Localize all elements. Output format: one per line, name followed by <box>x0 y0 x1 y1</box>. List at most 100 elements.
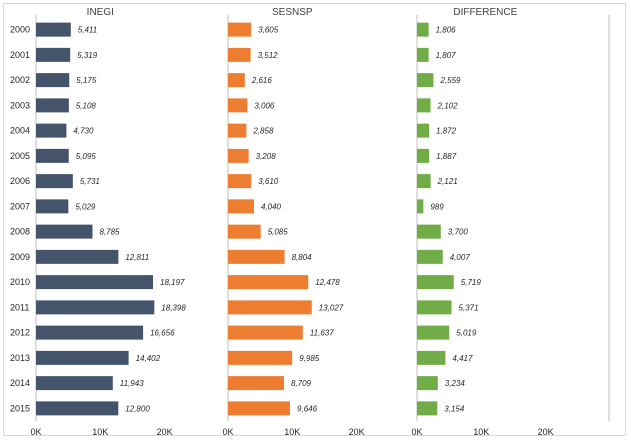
x-tick-label: 0K <box>411 427 422 437</box>
data-label: 1,806 <box>436 26 457 35</box>
data-label: 3,700 <box>448 228 469 237</box>
bar-sesnsp <box>228 249 285 264</box>
bar-inegi <box>36 123 67 138</box>
data-label: 18,197 <box>160 278 185 287</box>
bar-difference <box>417 98 431 113</box>
data-label: 1,872 <box>436 127 457 136</box>
data-label: 4,040 <box>261 202 282 211</box>
x-tick-label: 10K <box>284 427 300 437</box>
bar-sesnsp <box>228 98 248 113</box>
category-label: 2006 <box>10 176 30 186</box>
data-label: 989 <box>430 202 444 211</box>
data-label: 5,175 <box>76 76 97 85</box>
bar-difference <box>417 224 441 239</box>
data-label: 1,807 <box>436 51 457 60</box>
x-tick-label: 10K <box>92 427 108 437</box>
category-label: 2001 <box>10 50 30 60</box>
bar-difference <box>417 73 434 88</box>
bar-inegi <box>36 249 119 264</box>
bar-inegi <box>36 224 93 239</box>
data-label: 5,085 <box>268 228 289 237</box>
panel-title-difference: DIFFERENCE <box>453 7 517 18</box>
category-label: 2015 <box>10 403 30 413</box>
category-label: 2002 <box>10 75 30 85</box>
data-label: 1,887 <box>436 152 457 161</box>
category-label: 2004 <box>10 126 30 136</box>
x-tick-label: 10K <box>473 427 489 437</box>
data-label: 2,121 <box>437 177 458 186</box>
data-label: 5,371 <box>459 303 479 312</box>
data-label: 2,616 <box>251 76 273 85</box>
bar-difference <box>417 350 446 365</box>
x-tick-label: 20K <box>157 427 173 437</box>
bar-difference <box>417 376 438 391</box>
bar-difference <box>417 123 430 138</box>
bar-sesnsp <box>228 174 252 189</box>
bar-inegi <box>36 350 129 365</box>
bar-sesnsp <box>228 325 303 340</box>
bar-inegi <box>36 47 71 62</box>
category-label: 2007 <box>10 201 30 211</box>
bar-difference <box>417 401 438 416</box>
data-label: 5,411 <box>78 26 97 35</box>
data-label: 3,234 <box>445 379 466 388</box>
category-label: 2014 <box>10 378 30 388</box>
data-label: 9,985 <box>299 354 320 363</box>
category-label: 2009 <box>10 252 30 262</box>
category-label: 2010 <box>10 277 30 287</box>
x-tick-label: 0K <box>222 427 233 437</box>
bar-difference <box>417 300 452 315</box>
data-label: 9,646 <box>297 404 318 413</box>
bar-sesnsp <box>228 47 251 62</box>
data-label: 5,319 <box>77 51 98 60</box>
bar-inegi <box>36 73 70 88</box>
panel-title-sesnsp: SESNSP <box>272 7 313 18</box>
data-label: 11,943 <box>120 379 144 388</box>
data-label: 3,605 <box>258 26 279 35</box>
data-label: 8,785 <box>99 228 120 237</box>
panel-title-inegi: INEGI <box>87 7 114 18</box>
bar-inegi <box>36 98 69 113</box>
bar-difference <box>417 325 450 340</box>
data-label: 5,731 <box>80 177 100 186</box>
bar-inegi <box>36 199 69 214</box>
bar-inegi <box>36 174 73 189</box>
bar-sesnsp <box>228 300 312 315</box>
data-label: 3,154 <box>444 404 465 413</box>
bar-sesnsp <box>228 199 254 214</box>
data-label: 3,512 <box>258 51 279 60</box>
bar-sesnsp <box>228 275 309 290</box>
data-label: 4,730 <box>73 127 94 136</box>
data-label: 4,007 <box>450 253 471 262</box>
data-label: 5,029 <box>75 202 96 211</box>
bar-inegi <box>36 376 113 391</box>
data-label: 3,610 <box>258 177 279 186</box>
category-label: 2005 <box>10 151 30 161</box>
bar-difference <box>417 47 429 62</box>
data-label: 3,006 <box>254 101 275 110</box>
bar-difference <box>417 22 429 37</box>
bar-sesnsp <box>228 224 261 239</box>
data-label: 16,656 <box>150 329 175 338</box>
category-label: 2000 <box>10 25 30 35</box>
data-label: 18,398 <box>161 303 186 312</box>
data-label: 4,417 <box>452 354 473 363</box>
bar-difference <box>417 275 454 290</box>
data-label: 5,019 <box>456 329 477 338</box>
bar-sesnsp <box>228 22 252 37</box>
bar-sesnsp <box>228 73 245 88</box>
bar-difference <box>417 174 431 189</box>
category-label: 2003 <box>10 100 30 110</box>
category-label: 2013 <box>10 353 30 363</box>
chart-frame: INEGI SESNSP DIFFERENCE 2000 2001 2002 2003 200… <box>3 3 626 437</box>
data-label: 5,108 <box>76 101 97 110</box>
data-label: 12,800 <box>125 404 150 413</box>
x-tick-label: 20K <box>538 427 554 437</box>
category-label: 2012 <box>10 328 30 338</box>
data-label: 8,804 <box>292 253 313 262</box>
bar-inegi <box>36 401 119 416</box>
bar-sesnsp <box>228 123 247 138</box>
data-label: 12,478 <box>315 278 340 287</box>
bar-sesnsp <box>228 376 284 391</box>
x-tick-label: 20K <box>349 427 365 437</box>
